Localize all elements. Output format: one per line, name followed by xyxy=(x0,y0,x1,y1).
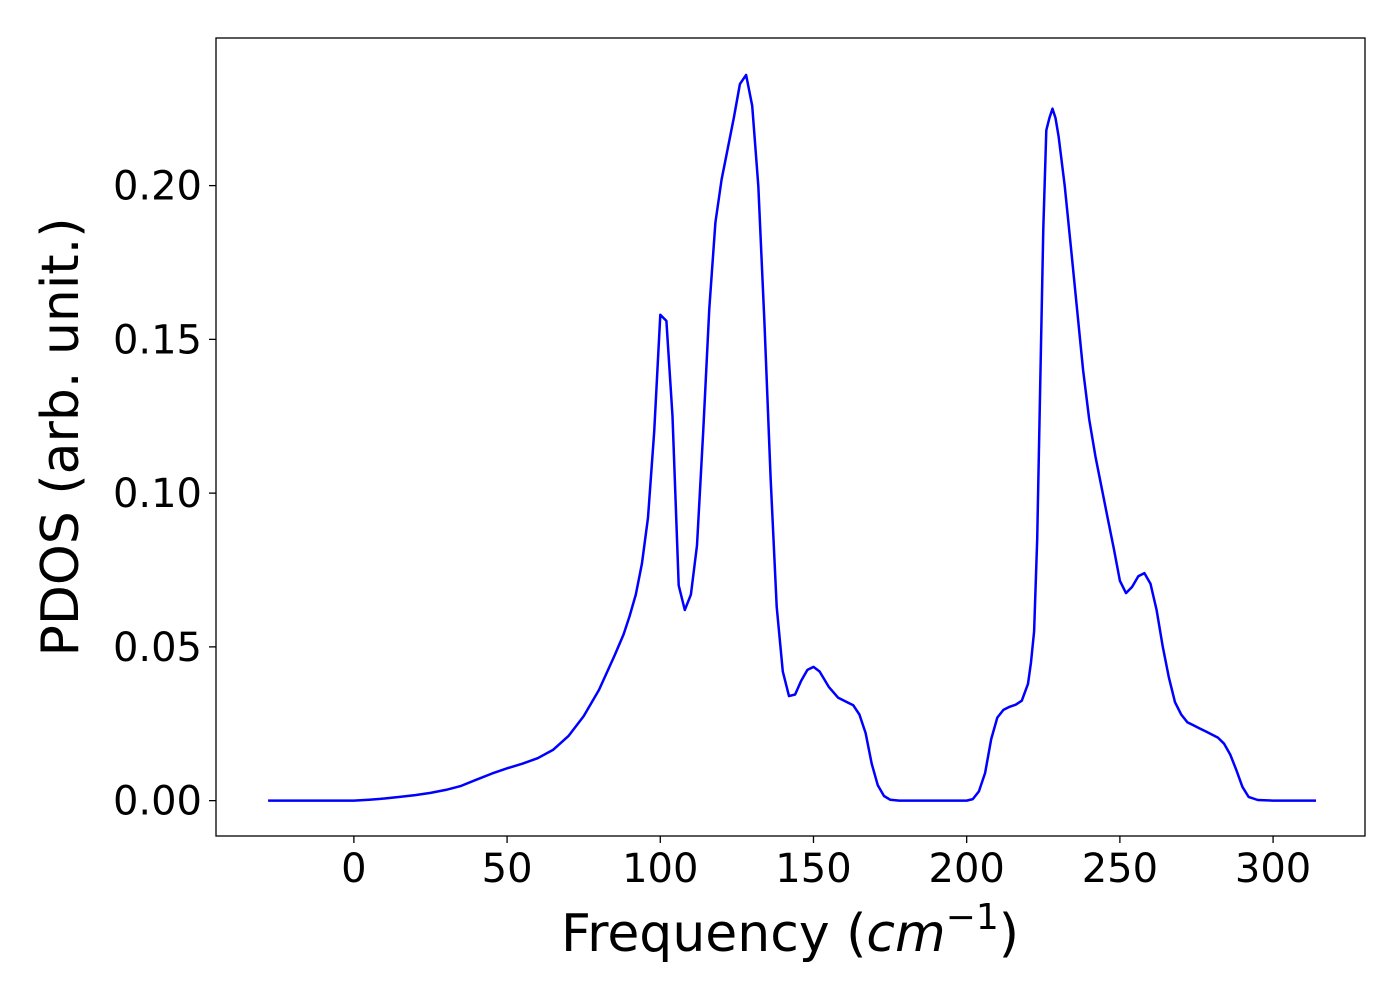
x-tick-label: 150 xyxy=(775,846,851,892)
x-axis-label-text: Frequency ( xyxy=(561,904,866,964)
x-tick-label: 0 xyxy=(341,846,366,892)
y-tick-label: 0.10 xyxy=(113,471,202,517)
plot-area xyxy=(215,37,1366,837)
x-axis-label: Frequency (cm−1) xyxy=(561,897,1019,964)
x-axis-label-exponent: −1 xyxy=(946,897,999,938)
x-tick-label: 200 xyxy=(929,846,1005,892)
y-tick-label: 0.05 xyxy=(113,625,202,671)
pdos-series-line xyxy=(268,73,1316,802)
y-tick-label: 0.15 xyxy=(113,317,202,363)
x-tick-label: 50 xyxy=(482,846,533,892)
y-axis-ticks: 0.00 0.05 0.10 0.15 0.20 xyxy=(113,164,216,825)
x-axis-label-unit: cm xyxy=(866,904,945,964)
y-axis-label: PDOS (arb. unit.) xyxy=(31,217,91,656)
x-tick-label: 250 xyxy=(1082,846,1158,892)
x-axis-ticks: 0 50 100 150 200 250 300 xyxy=(341,836,1311,892)
x-tick-label: 100 xyxy=(622,846,698,892)
y-tick-label: 0.20 xyxy=(113,164,202,210)
x-tick-label: 300 xyxy=(1235,846,1311,892)
y-tick-label: 0.00 xyxy=(113,779,202,825)
x-axis-label-close: ) xyxy=(999,904,1019,964)
